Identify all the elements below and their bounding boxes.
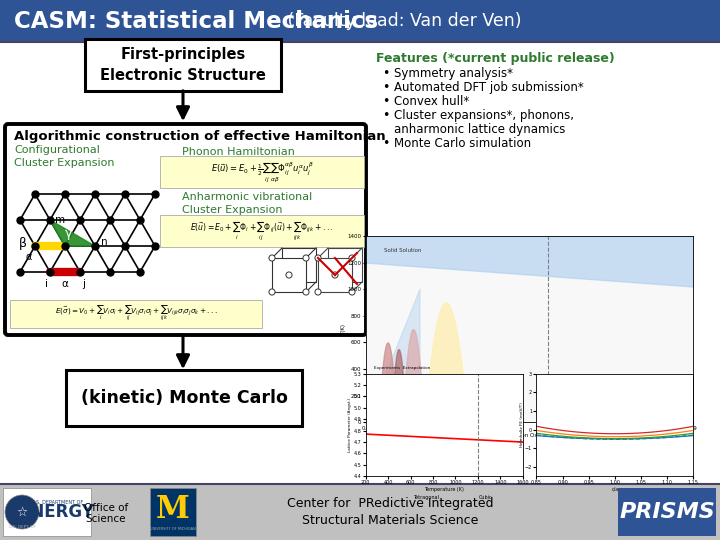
Text: α: α: [62, 279, 68, 289]
Text: Configurational
Cluster Expansion: Configurational Cluster Expansion: [14, 145, 114, 168]
X-axis label: c/a: c/a: [611, 487, 618, 492]
Text: Experiments  Extrapolation: Experiments Extrapolation: [374, 366, 430, 369]
Circle shape: [303, 255, 309, 261]
Text: UNIVERSITY OF MICHIGAN: UNIVERSITY OF MICHIGAN: [150, 527, 196, 531]
Text: Anharmonic vibrational
Cluster Expansion: Anharmonic vibrational Cluster Expansion: [182, 192, 312, 215]
Bar: [3, 488, 91, 536]
Text: Solid Solution: Solid Solution: [384, 248, 421, 253]
Text: Office of: Office of: [84, 503, 128, 513]
Text: γ: γ: [66, 227, 73, 240]
Text: U.S. DEPARTMENT OF: U.S. DEPARTMENT OF: [31, 500, 83, 504]
Circle shape: [269, 289, 275, 295]
FancyBboxPatch shape: [85, 39, 281, 91]
Circle shape: [5, 495, 39, 529]
Polygon shape: [272, 258, 306, 292]
Text: •: •: [382, 109, 390, 122]
Circle shape: [315, 289, 321, 295]
Circle shape: [286, 272, 292, 278]
Text: Features (*current public release): Features (*current public release): [376, 52, 615, 65]
Text: Structural Materials Science: Structural Materials Science: [302, 514, 478, 526]
Bar: [0, 0, 720, 41]
Text: Convex hull*: Convex hull*: [394, 95, 469, 108]
Y-axis label: Helmholtz FE (meV/T): Helmholtz FE (meV/T): [520, 402, 523, 448]
Text: Algorithmic construction of effective Hamiltonian: Algorithmic construction of effective Ha…: [14, 130, 386, 143]
Text: $E(\vec{u})=E_0+\frac{1}{2}\sum_{ij}\sum_{\alpha\beta}\Phi^{\alpha\beta}_{ij}u^\: $E(\vec{u})=E_0+\frac{1}{2}\sum_{ij}\sum…: [211, 160, 313, 184]
Text: j: j: [83, 279, 86, 289]
Bar: [0, 42, 720, 483]
Text: Cluster expansions*, phonons,: Cluster expansions*, phonons,: [394, 109, 574, 122]
Circle shape: [303, 289, 309, 295]
Circle shape: [269, 255, 275, 261]
Circle shape: [315, 255, 321, 261]
Text: m: m: [55, 215, 65, 225]
Text: β: β: [19, 238, 27, 251]
Text: ENERGY: ENERGY: [19, 503, 94, 521]
Text: $E(\vec{\sigma})=V_0+\sum_i V_i\sigma_i+\sum_{ij}V_{ij}\sigma_i\sigma_j+\sum_{ij: $E(\vec{\sigma})=V_0+\sum_i V_i\sigma_i+…: [55, 305, 217, 323]
Text: •: •: [382, 81, 390, 94]
Circle shape: [332, 272, 338, 278]
Text: CASM: Statistical Mechanics: CASM: Statistical Mechanics: [14, 10, 378, 32]
Bar: [150, 488, 196, 536]
X-axis label: fraction Oxygen: fraction Oxygen: [508, 433, 552, 438]
FancyBboxPatch shape: [160, 156, 364, 188]
Circle shape: [349, 289, 355, 295]
FancyBboxPatch shape: [66, 370, 302, 426]
Text: Center for  PRedictive Integrated: Center for PRedictive Integrated: [287, 497, 493, 510]
FancyBboxPatch shape: [160, 215, 364, 247]
Text: U.S. DEPT. OF: U.S. DEPT. OF: [9, 525, 35, 529]
Text: Phonon Hamiltonian: Phonon Hamiltonian: [182, 147, 295, 157]
Text: (kinetic) Monte Carlo: (kinetic) Monte Carlo: [81, 389, 287, 407]
Circle shape: [349, 255, 355, 261]
Bar: [0, 484, 720, 540]
Text: •: •: [382, 95, 390, 108]
Text: n: n: [101, 237, 107, 247]
Text: PRISMS: PRISMS: [619, 502, 715, 522]
Y-axis label: T(K): T(K): [341, 323, 346, 335]
Text: α: α: [26, 252, 32, 262]
Text: anharmonic lattice dynamics: anharmonic lattice dynamics: [394, 123, 565, 136]
FancyBboxPatch shape: [10, 300, 262, 328]
Text: ☆: ☆: [17, 505, 27, 518]
Text: M: M: [156, 495, 190, 525]
Text: Symmetry analysis*: Symmetry analysis*: [394, 67, 513, 80]
Text: Automated DFT job submission*: Automated DFT job submission*: [394, 81, 584, 94]
Text: First-principles
Electronic Structure: First-principles Electronic Structure: [100, 47, 266, 83]
Polygon shape: [318, 258, 352, 292]
Y-axis label: Lattice Parameter (Angst.): Lattice Parameter (Angst.): [348, 398, 353, 452]
Text: •: •: [382, 137, 390, 150]
X-axis label: Temperature (K): Temperature (K): [424, 487, 464, 492]
Text: i: i: [45, 279, 48, 289]
Text: (Faculty lead: Van der Ven): (Faculty lead: Van der Ven): [282, 12, 521, 30]
Text: Science: Science: [86, 514, 126, 524]
Text: Tetragonal: Tetragonal: [413, 495, 438, 500]
Polygon shape: [50, 220, 95, 246]
Text: •: •: [382, 67, 390, 80]
Bar: [618, 488, 716, 536]
Text: Monte Carlo simulation: Monte Carlo simulation: [394, 137, 531, 150]
FancyBboxPatch shape: [5, 124, 366, 335]
Text: Cubic: Cubic: [479, 495, 492, 500]
Text: $E(\vec{u})=E_0+\sum_i\Phi_i+\sum_{ij}\Phi_{ij}(\vec{u})+\sum_{ijk}\Phi_{ijk}+..: $E(\vec{u})=E_0+\sum_i\Phi_i+\sum_{ij}\P…: [190, 220, 334, 242]
